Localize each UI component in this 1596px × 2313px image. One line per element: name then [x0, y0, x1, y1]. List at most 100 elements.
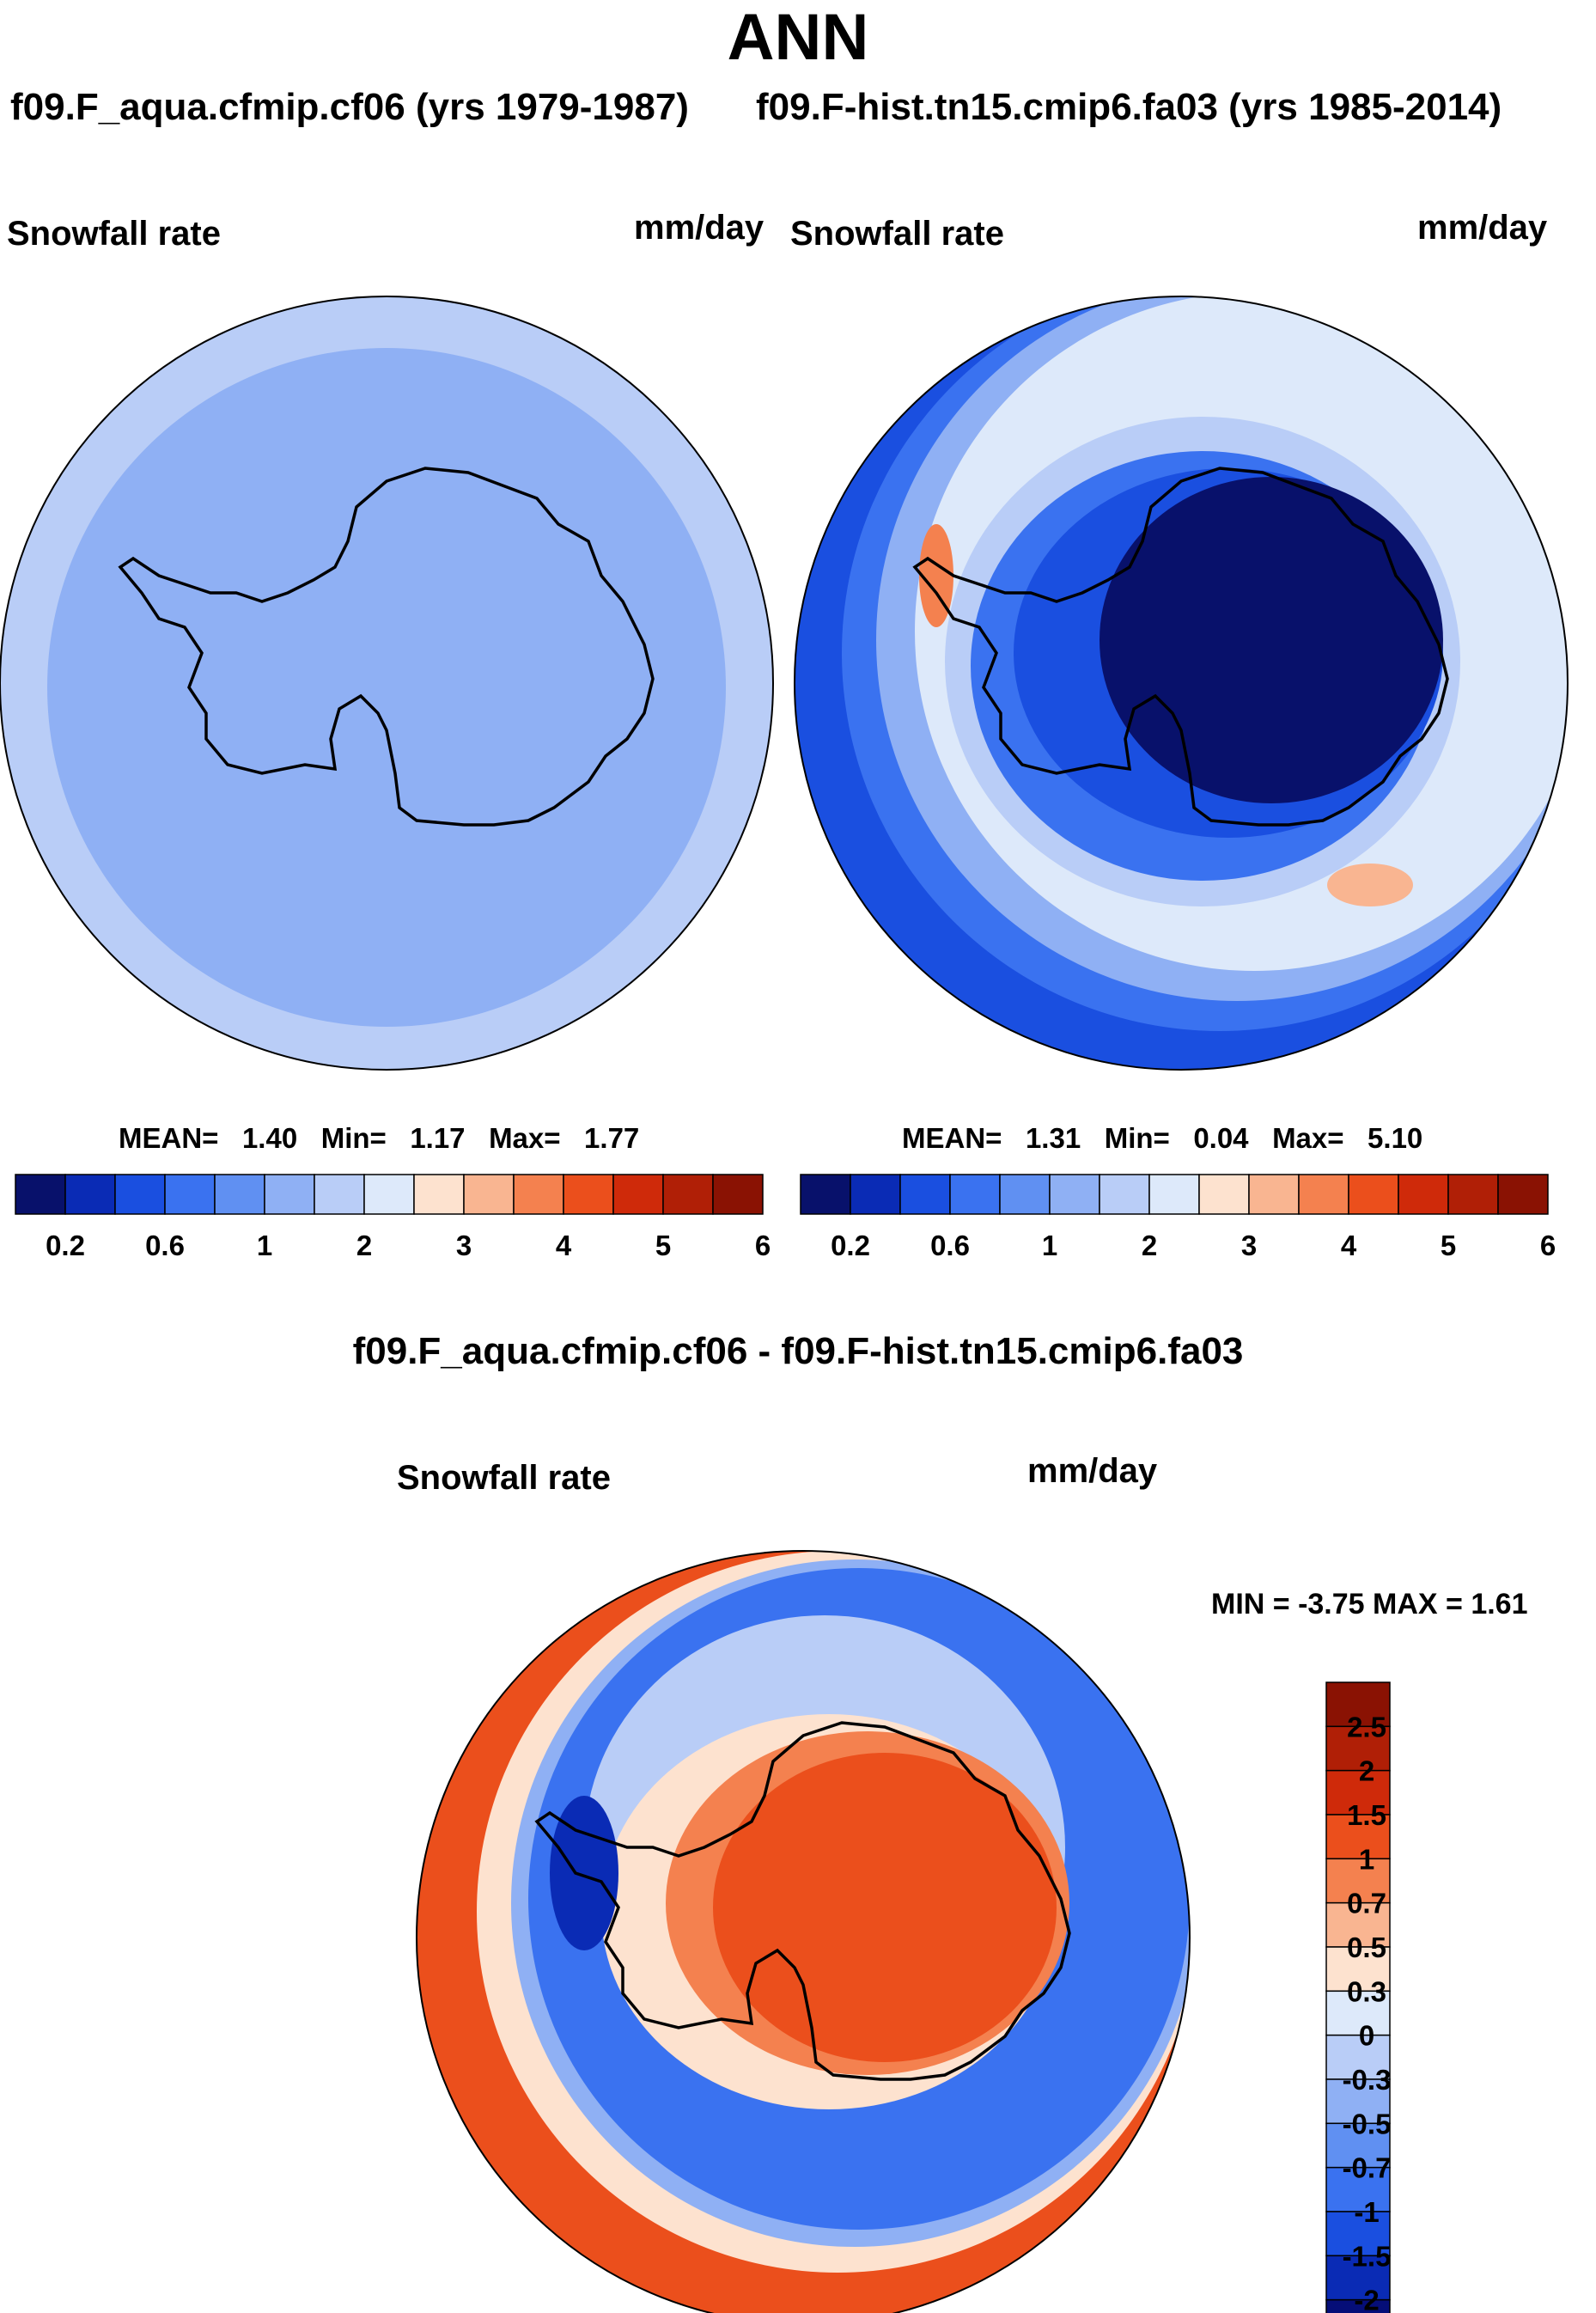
panel3-colorbar-tick-label: 1.5	[1347, 1799, 1386, 1831]
panel2-colorbar-tick-label: 2	[1142, 1230, 1157, 1261]
panel3-colorbar-tick-label: 0.3	[1347, 1975, 1386, 2007]
panel2-warm-peninsula	[919, 524, 953, 627]
panel3-colorbar-tick-label: -0.5	[1343, 2108, 1392, 2139]
panel1-colorbar-swatch	[563, 1174, 614, 1215]
panel1-interior-field	[47, 348, 726, 1027]
panel2-map-border	[794, 296, 1569, 1071]
panel3-colorbar-swatch	[1325, 1990, 1391, 2036]
panel1-colorbar-swatch	[662, 1174, 714, 1215]
panel1-colorbar-swatch	[114, 1174, 166, 1215]
panel3-colorbar-tick-label: -1.5	[1343, 2240, 1392, 2272]
panel1-colorbar-swatch	[264, 1174, 315, 1215]
panel1-colorbar-swatch	[363, 1174, 415, 1215]
panel1-stats: MEAN= 1.40 Min= 1.17 Max= 1.77	[119, 1122, 639, 1155]
panel1-colorbar-swatch	[612, 1174, 664, 1215]
panel2-colorbar: 0.2 0.6 1 2 3 4 5 6	[800, 1174, 1556, 1261]
panel1-variable-label: Snowfall rate	[7, 215, 221, 253]
right-case-title: f09.F-hist.tn15.cmip6.fa03 (yrs 1985-201…	[756, 86, 1502, 128]
panel1-colorbar-tick-label: 5	[655, 1230, 671, 1261]
panel3-colorbar-swatch	[1325, 2298, 1391, 2313]
panel1-min-label: Min=	[320, 1122, 387, 1154]
panel2-max-value: 5.10	[1368, 1122, 1423, 1154]
panel2-colorbar-tick-label: 0.6	[930, 1230, 970, 1261]
panel1-map	[0, 296, 773, 1070]
panel3-colorbar-swatch	[1325, 2122, 1391, 2169]
figure-title: ANN	[727, 1, 869, 74]
panel2-colorbar-swatch	[1497, 1174, 1549, 1215]
panel2-colorbar-swatch	[1198, 1174, 1250, 1215]
panel3-minmax: MIN = -3.75 MAX = 1.61	[1211, 1588, 1528, 1620]
panel1-colorbar-swatch	[463, 1174, 515, 1215]
panel2-colorbar-tick-label: 4	[1341, 1230, 1357, 1261]
panel3-colorbar-tick-label: 2	[1359, 1755, 1374, 1787]
panel3-colorbar-swatch	[1325, 2166, 1391, 2212]
panel2-colorbar-tick-label: 6	[1540, 1230, 1556, 1261]
panel2-colorbar-swatch	[999, 1174, 1051, 1215]
panel2-colorbar-tick-label: 0.2	[831, 1230, 870, 1261]
panel1-colorbar-swatch	[15, 1174, 66, 1215]
panel2-units-label: mm/day	[1417, 209, 1548, 247]
panel1-colorbar-tick-label: 0.6	[145, 1230, 185, 1261]
panel3-colorbar-tick-label: -0.3	[1343, 2064, 1392, 2096]
panel1-colorbar-swatch	[164, 1174, 216, 1215]
panel1-colorbar-swatch	[314, 1174, 365, 1215]
panel2-colorbar-swatch	[1298, 1174, 1349, 1215]
panel2-colorbar-tick-label: 1	[1042, 1230, 1057, 1261]
panel1-mean-label: MEAN=	[119, 1122, 219, 1154]
panel1-colorbar: 0.2 0.6 1 2 3 4 5 6	[15, 1174, 771, 1261]
panel3-colorbar-swatch	[1325, 1901, 1391, 1948]
panel3-colorbar-swatch	[1325, 2078, 1391, 2125]
panel2-colorbar-swatch	[899, 1174, 951, 1215]
panel1-max-value: 1.77	[584, 1122, 640, 1154]
panel1-colorbar-tick-label: 4	[556, 1230, 572, 1261]
panel2-stats: MEAN= 1.31 Min= 0.04 Max= 5.10	[902, 1122, 1422, 1155]
panel2-colorbar-swatch	[1248, 1174, 1300, 1215]
panel1-colorbar-tick-label: 6	[755, 1230, 771, 1261]
panel2-max-label: Max=	[1272, 1122, 1344, 1154]
panel2-warm-patch	[1327, 864, 1413, 906]
panel2-colorbar-swatch	[1447, 1174, 1499, 1215]
panel2-colorbar-tick-label: 3	[1241, 1230, 1257, 1261]
panel3-colorbar: 2.521.510.70.50.30-0.3-0.5-0.7-1-1.5-2-2…	[1325, 1681, 1392, 2313]
panel3-colorbar-swatch	[1325, 1681, 1391, 1728]
panel2-colorbar-tick-label: 5	[1441, 1230, 1456, 1261]
panel2-colorbar-swatch	[1148, 1174, 1200, 1215]
panel3-colorbar-swatch	[1325, 1858, 1391, 1904]
panel2-colorbar-swatch	[1398, 1174, 1449, 1215]
panel1-units-label: mm/day	[634, 209, 764, 247]
panel2-min-value: 0.04	[1193, 1122, 1249, 1154]
panel3-colorbar-tick-label: 1	[1359, 1843, 1374, 1875]
panel1-colorbar-swatch	[712, 1174, 764, 1215]
panel2-colorbar-swatch	[1348, 1174, 1399, 1215]
panel3-land-inner	[713, 1753, 1057, 2062]
panel3-colorbar-tick-label: -2	[1354, 2285, 1379, 2313]
panel2-map	[795, 296, 1568, 1070]
panel3-colorbar-tick-label: -1	[1354, 2196, 1379, 2228]
panel3-colorbar-swatch	[1325, 2034, 1391, 2080]
panel3-units-label: mm/day	[1027, 1452, 1158, 1490]
panel3-colorbar-tick-label: 0.5	[1347, 1932, 1386, 1963]
panel3-colorbar-swatch	[1325, 2255, 1391, 2301]
panel1-max-label: Max=	[489, 1122, 561, 1154]
panel3-variable-label: Snowfall rate	[397, 1459, 611, 1497]
panel1-colorbar-swatch	[214, 1174, 265, 1215]
panel1-map-border	[0, 296, 774, 1071]
panel2-colorbar-swatch	[1099, 1174, 1150, 1215]
panel2-colorbar-swatch	[850, 1174, 901, 1215]
panel3-colorbar-tick-label: 0.7	[1347, 1888, 1386, 1919]
panel3-colorbar-tick-label: 0	[1359, 2020, 1374, 2052]
panel2-colorbar-swatch	[949, 1174, 1001, 1215]
panel3-colorbar-tick-label: 2.5	[1347, 1711, 1386, 1742]
panel2-colorbar-swatch	[1049, 1174, 1100, 1215]
panel1-colorbar-swatch	[413, 1174, 465, 1215]
panel2-variable-label: Snowfall rate	[790, 215, 1004, 253]
panel1-colorbar-swatch	[64, 1174, 116, 1215]
panel1-min-value: 1.17	[410, 1122, 466, 1154]
panel3-map	[417, 1551, 1190, 2313]
panel2-mean-label: MEAN=	[902, 1122, 1002, 1154]
left-case-title: f09.F_aqua.cfmip.cf06 (yrs 1979-1987)	[10, 86, 689, 128]
panel1-colorbar-tick-label: 0.2	[46, 1230, 85, 1261]
panel3-cold-peninsula	[550, 1796, 618, 1950]
panel3-map-border	[416, 1550, 1191, 2313]
